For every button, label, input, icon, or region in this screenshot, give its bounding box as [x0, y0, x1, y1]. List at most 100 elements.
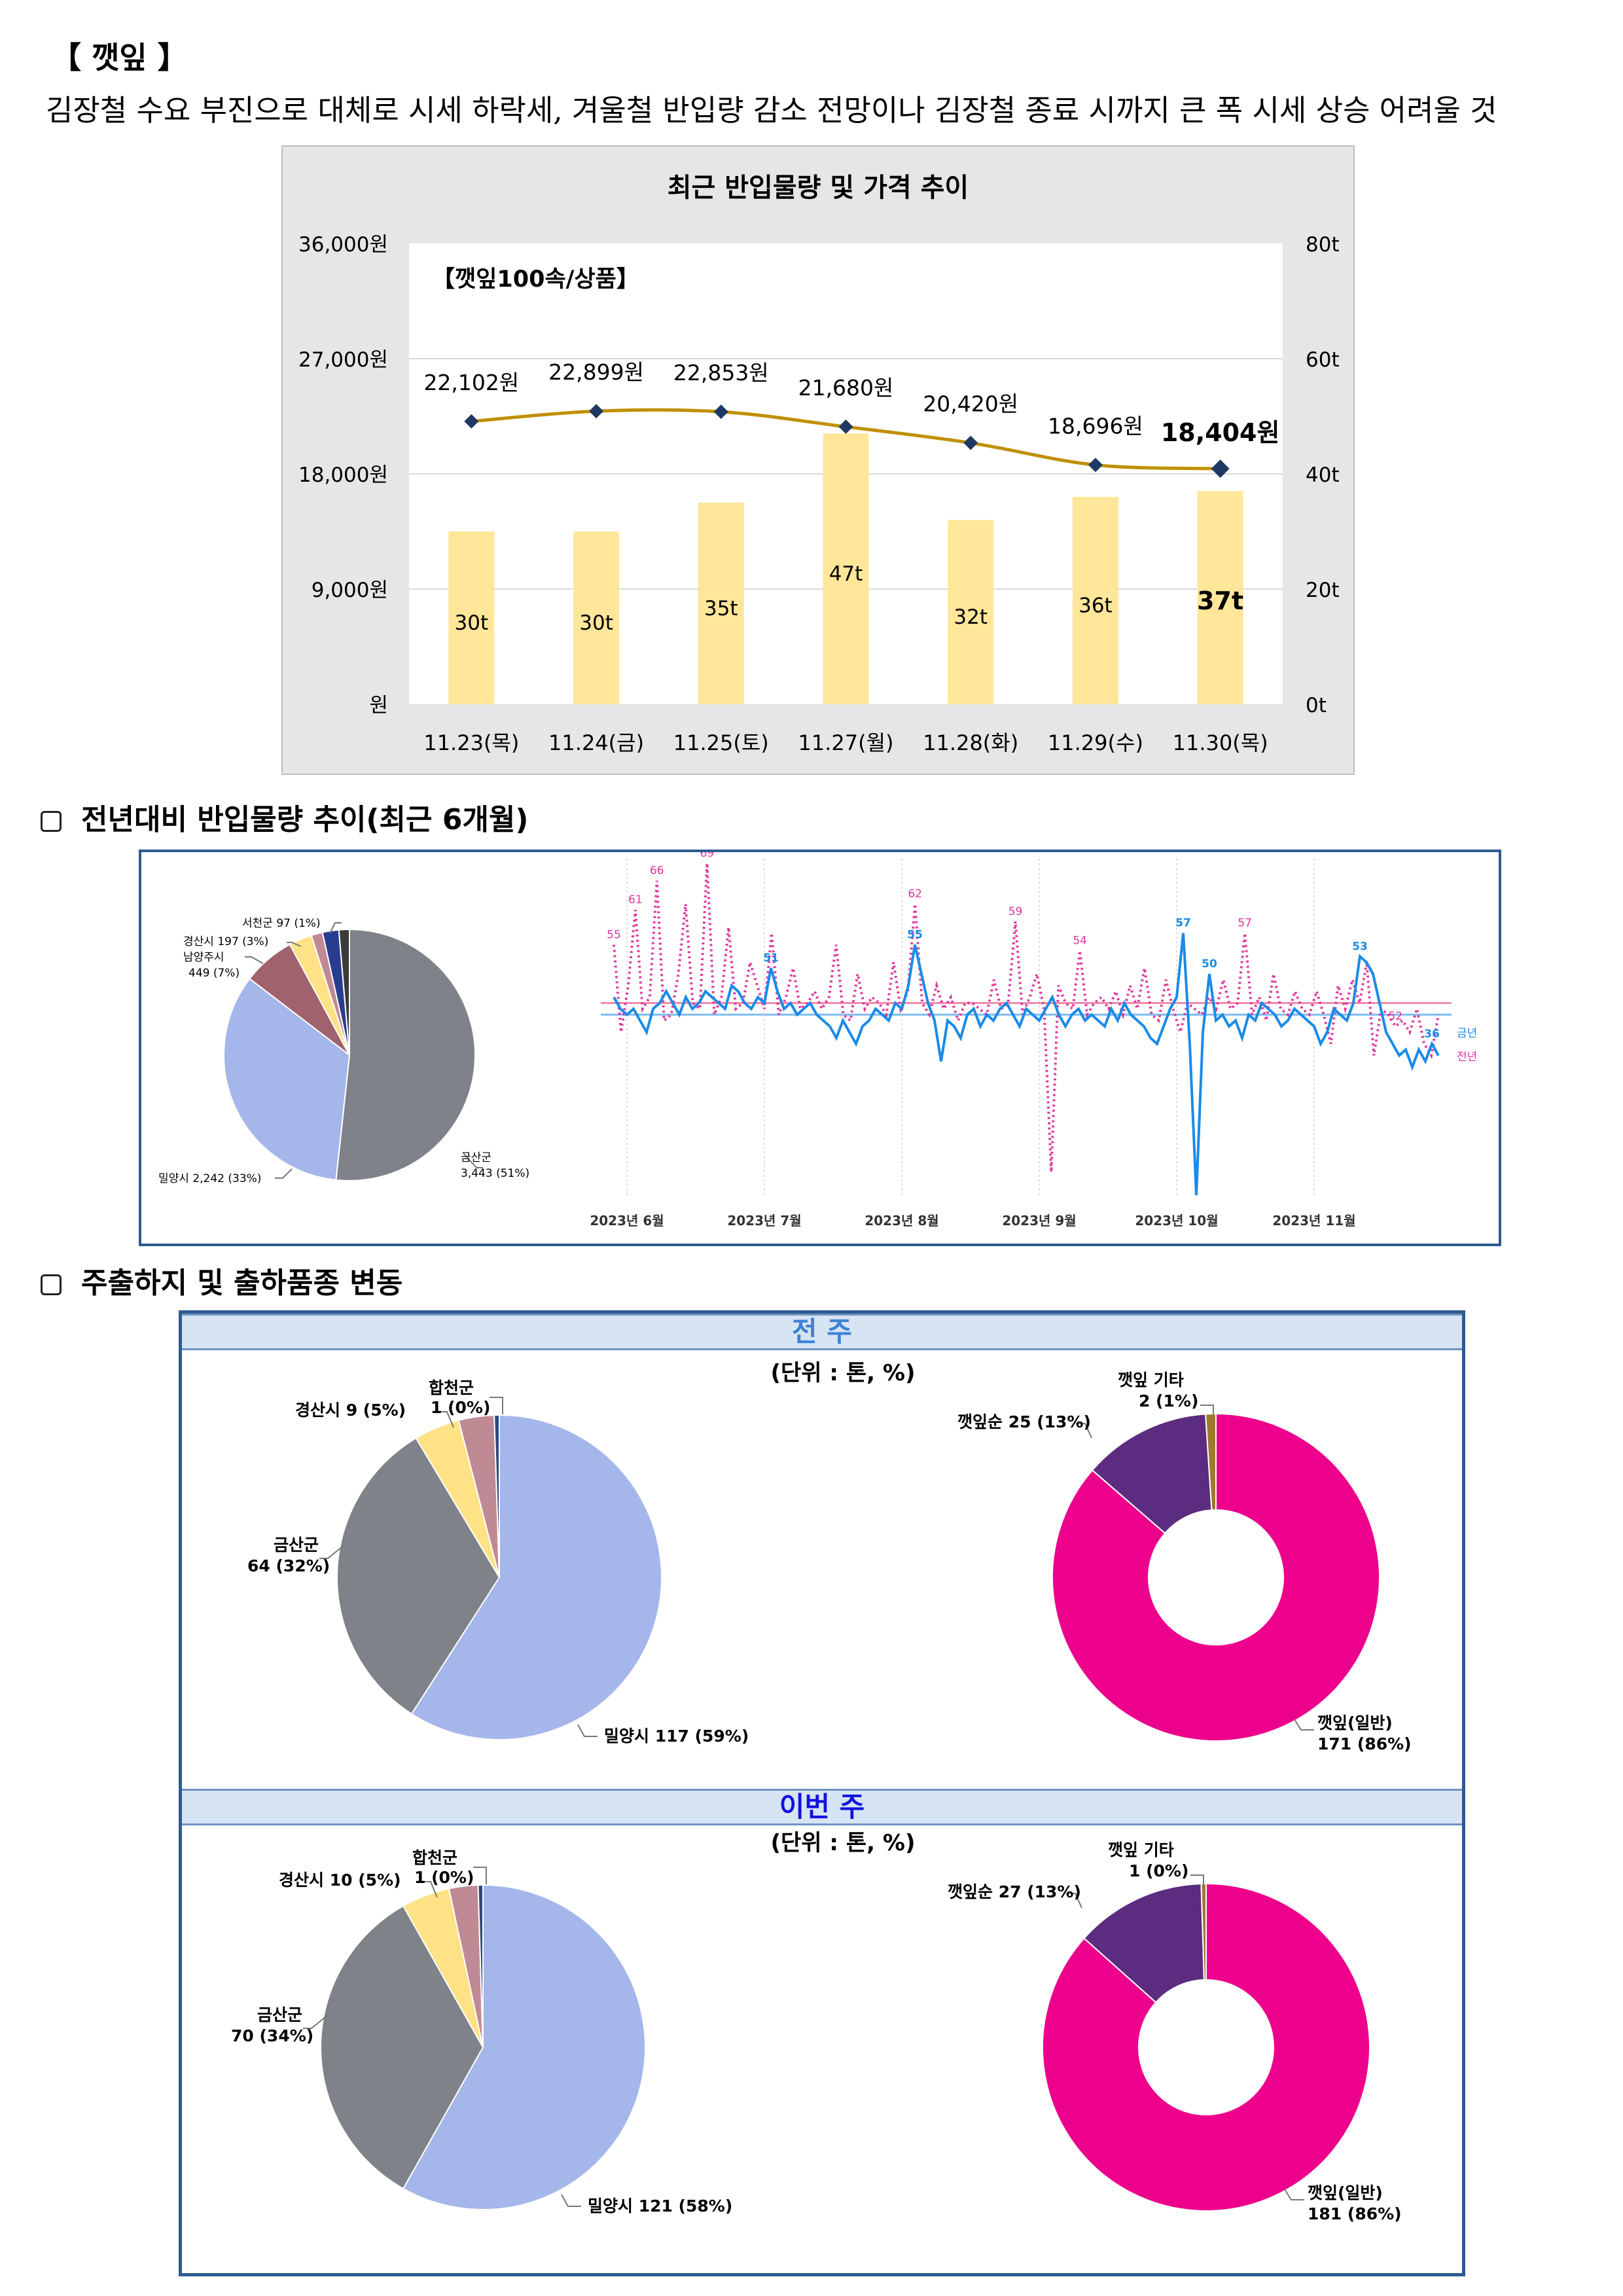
y-left-tick: 27,000원 [298, 348, 388, 372]
donut-value: 181 (86%) [1308, 2204, 1402, 2223]
legend-this-year: 금년 [1457, 1027, 1477, 1040]
price-marker [589, 404, 604, 419]
volume-label: 32t [954, 605, 988, 629]
callout-line [303, 2013, 330, 2029]
last-year-data-label: 57 [1238, 917, 1252, 930]
volume-bar [1197, 491, 1243, 704]
y-left-tick: 원 [369, 694, 388, 717]
pie-label: 경산시 197 (3%) [183, 935, 268, 948]
price-marker [963, 435, 978, 450]
volume-bar [823, 433, 869, 704]
price-marker [713, 404, 728, 420]
volume-label: 37t [1197, 586, 1243, 615]
callout-line [245, 956, 264, 964]
price-label: 22,853원 [673, 360, 769, 386]
price-marker [1211, 459, 1230, 478]
callout-line [1284, 2189, 1304, 2200]
callout-line [1076, 1423, 1092, 1439]
chart-annotation: 【깻잎100속/상품】 [432, 266, 639, 293]
callout-line [490, 1397, 503, 1414]
yoy-section-heading: 전년대비 반입물량 추이(최근 6개월) [41, 796, 529, 838]
x-tick-label: 11.24(금) [548, 730, 644, 755]
x-tick-label: 2023년 7월 [727, 1213, 801, 1229]
pie-slice [1083, 1883, 1205, 2003]
page-title: 【 깻잎 】 [51, 40, 188, 75]
volume-label: 36t [1079, 594, 1113, 618]
this-year-line [613, 933, 1440, 1196]
this-year-data-label: 53 [1352, 940, 1368, 953]
price-label: 18,696원 [1048, 413, 1143, 439]
pie-label: 합천군 [412, 1848, 457, 1867]
volume-bar [573, 531, 620, 704]
this-year-data-label: 51 [763, 952, 779, 965]
callout-line [287, 942, 302, 947]
callout-line [319, 1543, 346, 1559]
pie-label: 금산군 [461, 1151, 491, 1164]
yoy-panel: 금산군 3,443 (51%) 밀양시 2,242 (33%) 남양주시 449 (7%… [139, 847, 1501, 1246]
this-year-data-label: 36 [1424, 1028, 1440, 1041]
last-year-data-label: 59 [1008, 905, 1023, 918]
donut-label: 깻잎 기타 [1118, 1371, 1184, 1390]
volume-label: 30t [579, 611, 613, 635]
pie-label: 남양주시 [183, 951, 224, 964]
chart-title: 최근 반입물량 및 가격 추이 [668, 173, 969, 203]
last-year-data-label: 69 [700, 852, 715, 860]
callout-line [1190, 1874, 1204, 1884]
x-tick-label: 2023년 9월 [1002, 1213, 1076, 1229]
price-volume-chart: 최근 반입물량 및 가격 추이원 9,000원 18,000원 27,000원 36,0… [298, 173, 1340, 755]
x-tick-label: 11.30(목) [1173, 730, 1268, 755]
x-tick-label: 11.27(월) [798, 730, 893, 755]
donut-label: 깻잎(일반) [1308, 2183, 1383, 2202]
pie-label: 금산군 [257, 2005, 302, 2024]
price-marker [464, 414, 479, 429]
page-subtitle: 김장철 수요 부진으로 대체로 시세 하락세, 겨울철 반입량 감소 전망이나 … [46, 93, 1497, 128]
x-tick-label: 2023년 6월 [590, 1213, 664, 1229]
last-year-data-label: 66 [650, 865, 664, 878]
volume-bar [448, 531, 495, 704]
price-label: 18,404원 [1161, 418, 1280, 447]
yoy-charts: 금산군 3,443 (51%) 밀양시 2,242 (33%) 남양주시 449 (7%… [158, 847, 1477, 1229]
callout-line [1294, 1719, 1314, 1731]
donut-label: 깻잎 기타 [1108, 1840, 1174, 1859]
pie-label: 합천군 [429, 1378, 474, 1397]
unit-label: (단위 : 톤, %) [770, 1830, 915, 1856]
last-year-data-label: 62 [908, 888, 922, 901]
pie-value: 449 (7%) [188, 967, 240, 980]
price-label: 20,420원 [923, 391, 1018, 417]
callout-line [561, 2194, 581, 2207]
pie-slice [1052, 1412, 1380, 1742]
yoy-section-title: 전년대비 반입물량 추이(최근 6개월) [81, 803, 529, 836]
pie-value: 64 (32%) [247, 1556, 330, 1575]
volume-label: 47t [829, 562, 863, 586]
y-left-tick: 36,000원 [298, 233, 388, 257]
pie-label: 금산군 [274, 1535, 319, 1554]
pie-label: 경산시 10 (5%) [279, 1871, 401, 1890]
last-year-data-label: 55 [607, 929, 621, 942]
donut-label: 깻잎(일반) [1317, 1713, 1393, 1732]
shipping-panel: 전 주 이번 주 (단위 : 톤, %) 밀양시 117 (59%) 금산군 64 (… [179, 1310, 1465, 2276]
pie-label: 밀양시 117 (59%) [604, 1727, 749, 1746]
pie-value: 1 (0%) [431, 1398, 490, 1417]
x-tick-label: 11.28(화) [923, 730, 1018, 755]
checkbox-icon [41, 1274, 62, 1295]
pie-slice [1200, 1882, 1207, 1981]
price-marker [1088, 457, 1103, 473]
last-week-band: 전 주 [182, 1314, 1462, 1350]
pie-slice [1205, 1412, 1217, 1511]
callout-line [1200, 1405, 1214, 1414]
price-label: 21,680원 [798, 375, 894, 401]
donut-label: 깻잎순 25 (13%) [957, 1412, 1091, 1431]
pie-slice [493, 1414, 500, 1578]
pie-label: 밀양시 2,242 (33%) [158, 1172, 261, 1185]
volume-label: 30t [455, 611, 489, 635]
x-tick-label: 11.29(수) [1048, 730, 1143, 755]
last-year-line [613, 863, 1440, 1172]
y-left-tick: 18,000원 [298, 463, 388, 487]
x-tick-label: 2023년 8월 [865, 1213, 938, 1229]
price-marker [838, 420, 853, 435]
callout-line [329, 922, 342, 934]
pie-value: 70 (34%) [231, 2026, 313, 2045]
callout-line [439, 1411, 454, 1428]
volume-label: 35t [704, 597, 738, 620]
pie-slice [410, 1414, 662, 1740]
